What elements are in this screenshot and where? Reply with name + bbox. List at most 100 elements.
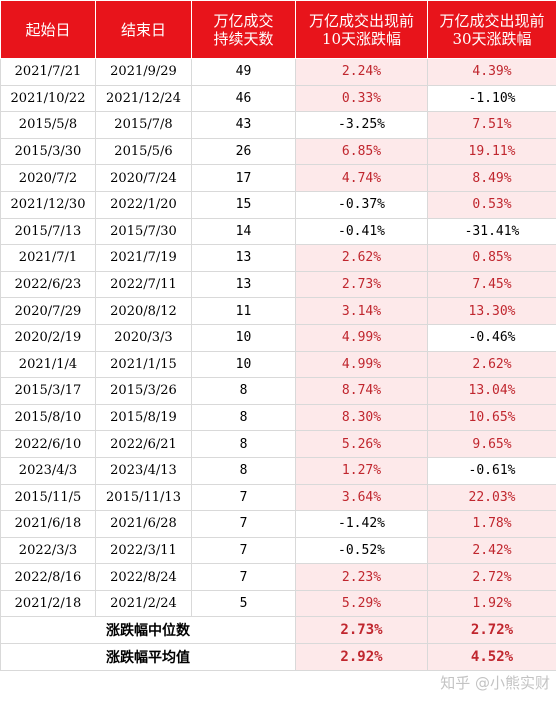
start-date-cell: 2022/3/3	[0, 536, 96, 565]
change-10d-cell: 4.74%	[295, 164, 428, 192]
header-30day-change: 万亿成交出现前 30天涨跌幅	[427, 0, 556, 59]
change-30d-cell: 22.03%	[427, 483, 556, 512]
duration-cell: 7	[191, 510, 296, 538]
change-10d-cell: 4.99%	[295, 350, 428, 379]
duration-cell: 26	[191, 137, 296, 166]
table-row: 2022/6/23 2022/7/11 13 2.73% 7.45%	[0, 270, 556, 299]
end-date-cell: 2021/12/24	[95, 84, 192, 113]
change-30d-cell: 0.53%	[427, 190, 556, 219]
start-date-cell: 2021/6/18	[0, 510, 96, 538]
change-10d-cell: -3.25%	[295, 111, 428, 139]
summary-row: 涨跌幅平均值 2.92% 4.52%	[0, 643, 556, 672]
table-header: 起始日 结束日 万亿成交 持续天数 万亿成交出现前 10天涨跌幅 万亿成交出现前…	[0, 0, 556, 59]
end-date-cell: 2020/3/3	[95, 323, 192, 352]
change-30d-cell: 10.65%	[427, 403, 556, 432]
start-date-cell: 2023/4/3	[0, 456, 96, 485]
change-10d-cell: 5.29%	[295, 589, 428, 618]
start-date-cell: 2020/2/19	[0, 323, 96, 352]
change-10d-cell: 4.99%	[295, 323, 428, 352]
change-10d-cell: -0.52%	[295, 536, 428, 565]
duration-cell: 7	[191, 483, 296, 512]
table-row: 2021/2/18 2021/2/24 5 5.29% 1.92%	[0, 589, 556, 618]
start-date-cell: 2015/3/17	[0, 377, 96, 405]
change-30d-cell: 4.39%	[427, 58, 556, 86]
change-10d-cell: 0.33%	[295, 84, 428, 113]
table-row: 2015/7/13 2015/7/30 14 -0.41% -31.41%	[0, 217, 556, 246]
duration-cell: 11	[191, 297, 296, 325]
start-date-cell: 2021/12/30	[0, 190, 96, 219]
change-10d-cell: -1.42%	[295, 510, 428, 538]
table-row: 2020/7/2 2020/7/24 17 4.74% 8.49%	[0, 164, 556, 192]
table-row: 2021/7/21 2021/9/29 49 2.24% 4.39%	[0, 58, 556, 86]
duration-cell: 14	[191, 217, 296, 246]
change-30d-cell: -0.61%	[427, 456, 556, 485]
duration-cell: 13	[191, 244, 296, 272]
change-30d-cell: -0.46%	[427, 323, 556, 352]
end-date-cell: 2022/8/24	[95, 563, 192, 591]
change-30d-cell: 9.65%	[427, 430, 556, 458]
change-30d-cell: 7.51%	[427, 111, 556, 139]
data-table: 起始日 结束日 万亿成交 持续天数 万亿成交出现前 10天涨跌幅 万亿成交出现前…	[0, 0, 556, 672]
duration-cell: 49	[191, 58, 296, 86]
table-row: 2021/10/22 2021/12/24 46 0.33% -1.10%	[0, 84, 556, 113]
change-10d-cell: 2.73%	[295, 270, 428, 299]
change-30d-cell: 1.92%	[427, 589, 556, 618]
duration-cell: 46	[191, 84, 296, 113]
table-body: 2021/7/21 2021/9/29 49 2.24% 4.39% 2021/10/22…	[0, 58, 556, 672]
end-date-cell: 2015/11/13	[95, 483, 192, 512]
duration-cell: 10	[191, 323, 296, 352]
change-30d-cell: 2.62%	[427, 350, 556, 379]
change-10d-cell: 3.64%	[295, 483, 428, 512]
end-date-cell: 2015/5/6	[95, 137, 192, 166]
change-30d-cell: 13.30%	[427, 297, 556, 325]
start-date-cell: 2022/6/23	[0, 270, 96, 299]
table-row: 2022/8/16 2022/8/24 7 2.23% 2.72%	[0, 563, 556, 591]
summary-row: 涨跌幅中位数 2.73% 2.72%	[0, 616, 556, 645]
change-10d-cell: 3.14%	[295, 297, 428, 325]
table-row: 2022/6/10 2022/6/21 8 5.26% 9.65%	[0, 430, 556, 458]
start-date-cell: 2021/7/21	[0, 58, 96, 86]
duration-cell: 8	[191, 430, 296, 458]
header-end-date: 结束日	[95, 0, 192, 59]
start-date-cell: 2015/3/30	[0, 137, 96, 166]
start-date-cell: 2020/7/2	[0, 164, 96, 192]
table-row: 2021/7/1 2021/7/19 13 2.62% 0.85%	[0, 244, 556, 272]
change-30d-cell: -31.41%	[427, 217, 556, 246]
table-row: 2021/1/4 2021/1/15 10 4.99% 2.62%	[0, 350, 556, 379]
change-10d-cell: 2.62%	[295, 244, 428, 272]
header-duration-days: 万亿成交 持续天数	[191, 0, 296, 59]
duration-cell: 8	[191, 456, 296, 485]
table-row: 2022/3/3 2022/3/11 7 -0.52% 2.42%	[0, 536, 556, 565]
table-row: 2023/4/3 2023/4/13 8 1.27% -0.61%	[0, 456, 556, 485]
duration-cell: 17	[191, 164, 296, 192]
watermark: 知乎 @小熊实财	[440, 674, 550, 692]
change-10d-cell: 2.23%	[295, 563, 428, 591]
duration-cell: 15	[191, 190, 296, 219]
summary-30d-value: 4.52%	[427, 643, 556, 672]
change-10d-cell: 8.30%	[295, 403, 428, 432]
summary-10d-value: 2.73%	[295, 616, 428, 645]
change-10d-cell: 2.24%	[295, 58, 428, 86]
table-row: 2015/3/17 2015/3/26 8 8.74% 13.04%	[0, 377, 556, 405]
start-date-cell: 2015/5/8	[0, 111, 96, 139]
change-10d-cell: -0.37%	[295, 190, 428, 219]
table-row: 2020/2/19 2020/3/3 10 4.99% -0.46%	[0, 323, 556, 352]
summary-label: 涨跌幅平均值	[0, 643, 296, 672]
duration-cell: 7	[191, 536, 296, 565]
end-date-cell: 2022/3/11	[95, 536, 192, 565]
change-30d-cell: 13.04%	[427, 377, 556, 405]
start-date-cell: 2021/2/18	[0, 589, 96, 618]
duration-cell: 43	[191, 111, 296, 139]
end-date-cell: 2022/1/20	[95, 190, 192, 219]
end-date-cell: 2021/7/19	[95, 244, 192, 272]
start-date-cell: 2015/7/13	[0, 217, 96, 246]
table-row: 2015/8/10 2015/8/19 8 8.30% 10.65%	[0, 403, 556, 432]
table-row: 2020/7/29 2020/8/12 11 3.14% 13.30%	[0, 297, 556, 325]
header-start-date: 起始日	[0, 0, 96, 59]
start-date-cell: 2021/1/4	[0, 350, 96, 379]
change-30d-cell: 19.11%	[427, 137, 556, 166]
change-10d-cell: 1.27%	[295, 456, 428, 485]
duration-cell: 8	[191, 377, 296, 405]
end-date-cell: 2020/7/24	[95, 164, 192, 192]
change-30d-cell: 8.49%	[427, 164, 556, 192]
